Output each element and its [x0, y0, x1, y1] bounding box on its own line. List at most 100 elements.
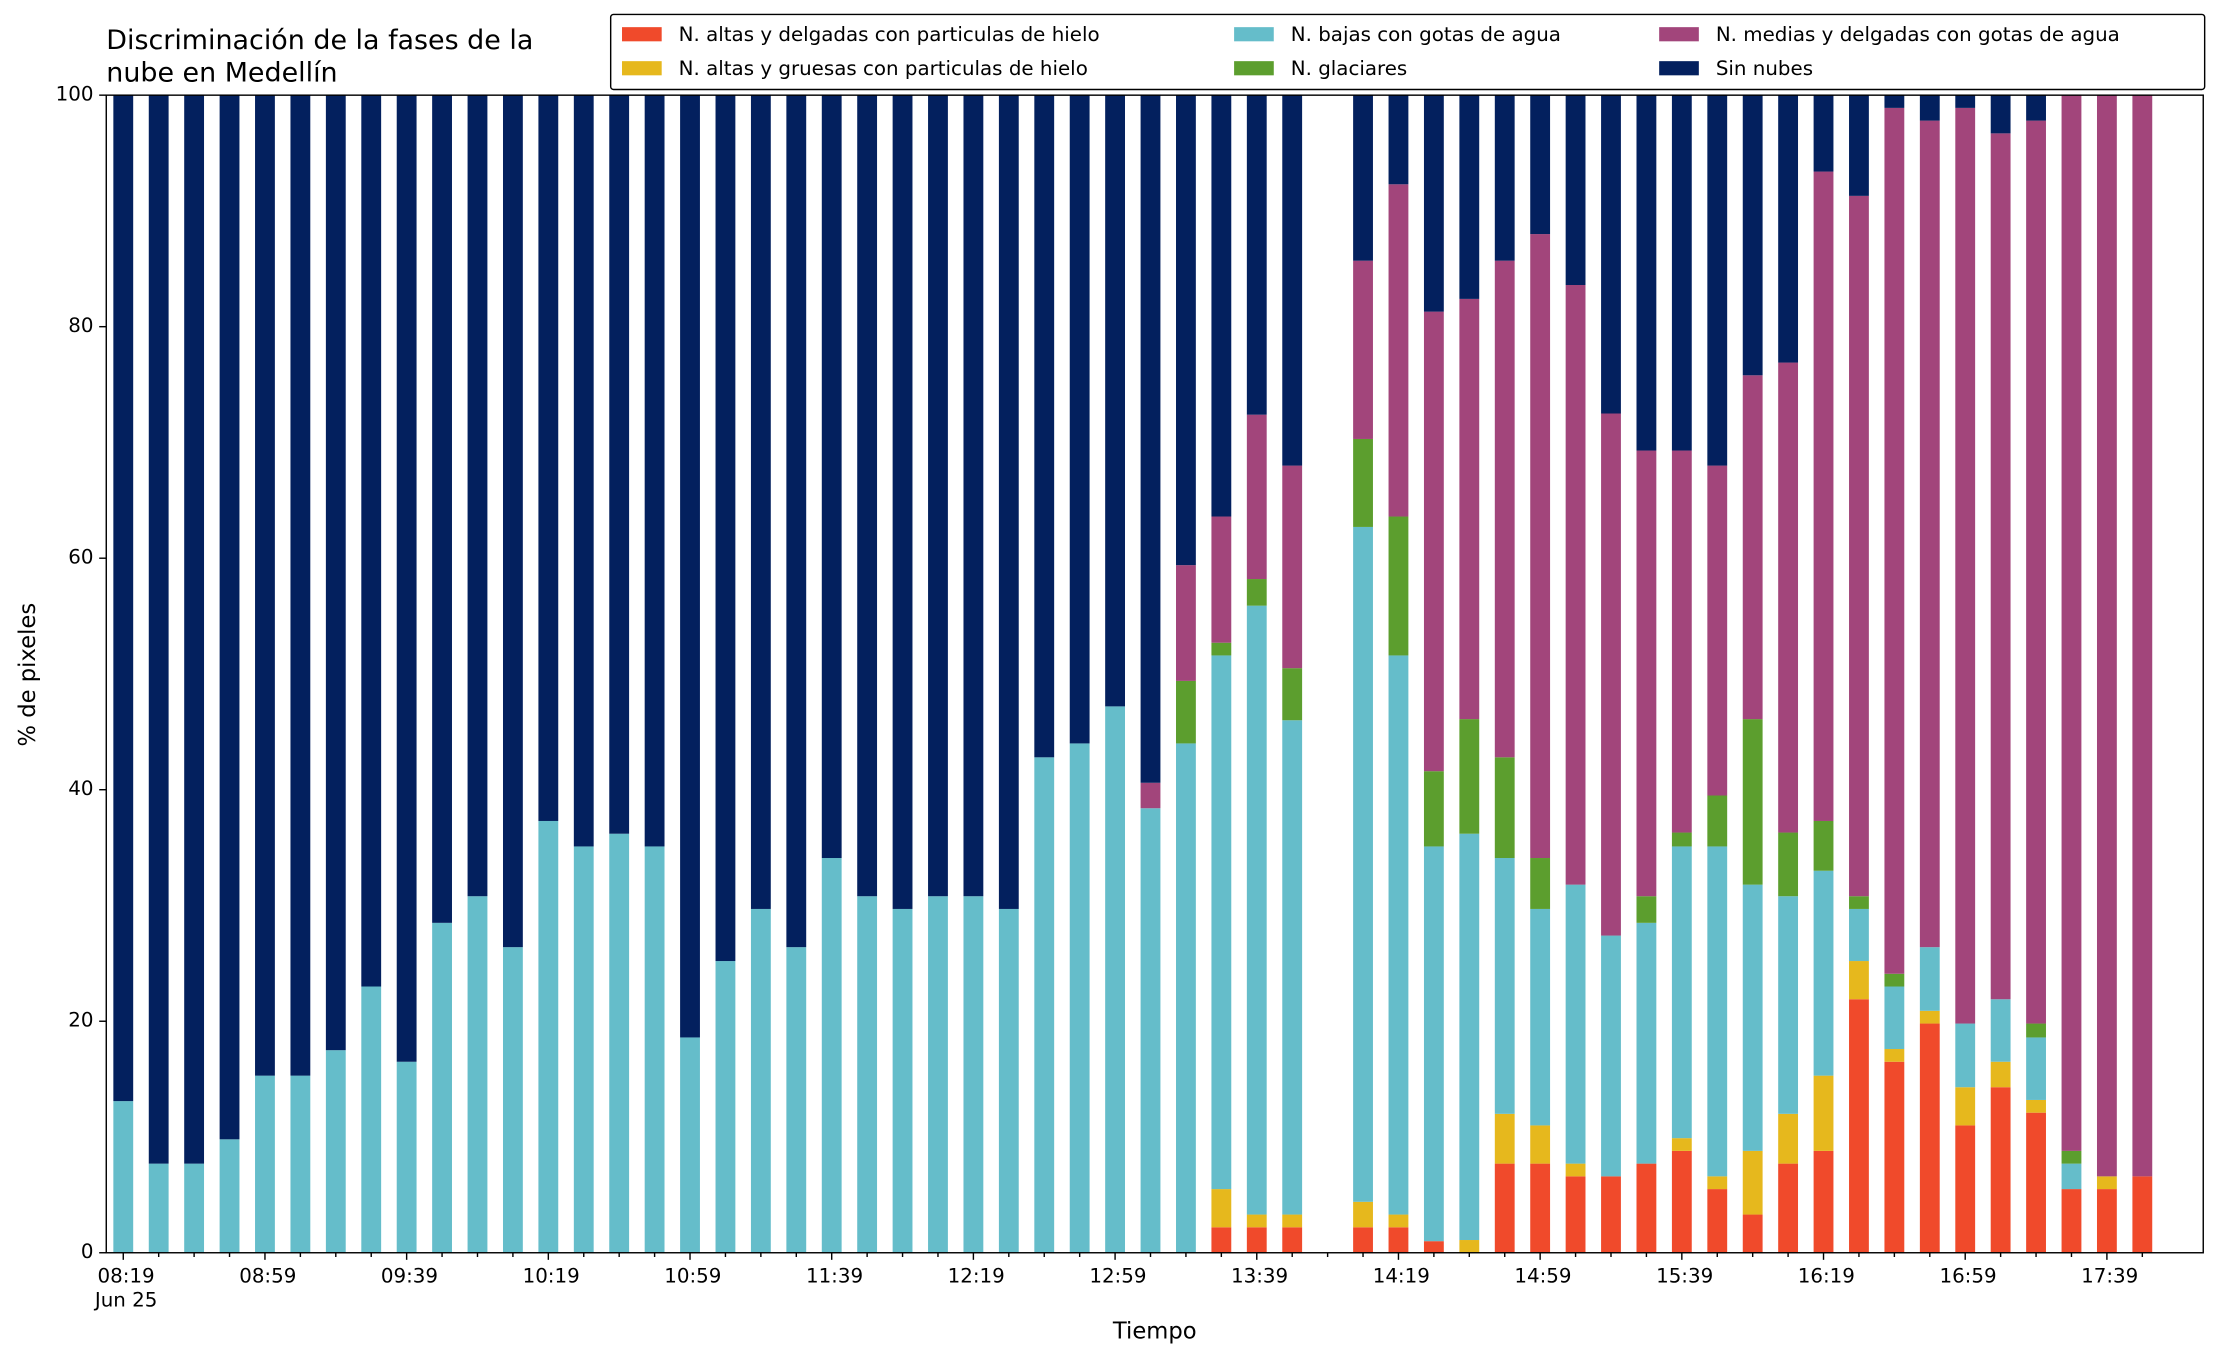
bar-segment [1530, 234, 1551, 859]
legend-swatch [622, 61, 662, 76]
bar-segment [1211, 516, 1232, 643]
bar-segment [1565, 884, 1586, 1164]
bar-segment [1211, 642, 1232, 656]
bar-segment [2061, 1150, 2082, 1164]
bar-segment [1955, 1125, 1976, 1253]
bar-segment [290, 1075, 311, 1253]
bar-segment [1813, 1075, 1834, 1151]
bar-segment [538, 820, 559, 1253]
legend-swatch [1659, 27, 1699, 42]
bar-segment [1353, 95, 1373, 261]
bar-segment [184, 95, 205, 1164]
bar-segment [1246, 1214, 1267, 1228]
x-tick-label: 11:39 [806, 1264, 863, 1287]
bar-segment [680, 1037, 700, 1253]
bar-segment [1246, 605, 1267, 1215]
bar-segment [1069, 743, 1090, 1253]
bar-segment [1530, 1163, 1551, 1253]
bar-segment [113, 1101, 134, 1253]
chart-title: nube en Medellín [106, 57, 337, 88]
bar-segment [1884, 107, 1905, 974]
bar-segment [1601, 935, 1621, 1177]
bar-segment [502, 95, 523, 948]
legend-label: Sin nubes [1716, 57, 1813, 80]
bar-segment [1423, 1241, 1444, 1253]
x-axis-label: Tiempo [1112, 1319, 1197, 1345]
bar-segment [1813, 171, 1834, 821]
x-tick-label: 14:19 [1373, 1264, 1430, 1287]
bar-segment [1565, 1163, 1586, 1177]
bar-segment [1282, 668, 1303, 721]
bar-segment [715, 95, 736, 962]
bar-segment [821, 95, 842, 859]
bar-segment [750, 95, 771, 909]
bar-segment [1530, 95, 1551, 235]
bar-segment [1601, 95, 1621, 414]
bar-segment [2026, 120, 2046, 1024]
bar-segment [1459, 833, 1480, 1241]
bar-segment [1778, 95, 1799, 363]
bar-segment [1601, 1176, 1621, 1253]
bar-segment [1707, 1189, 1728, 1253]
bar-segment [715, 961, 736, 1253]
bar-segment [1176, 95, 1196, 566]
bar-segment [148, 95, 169, 1164]
bar-segment [1849, 961, 1869, 1000]
bar-segment [1955, 107, 1976, 1024]
legend-label: N. bajas con gotas de agua [1291, 23, 1561, 46]
bar-segment [2026, 95, 2046, 121]
bar-segment [1494, 858, 1515, 1114]
bar-segment [1742, 884, 1763, 1151]
bar-segment [1884, 1061, 1905, 1253]
bar-segment [1176, 743, 1196, 1253]
bar-segment [1494, 260, 1515, 758]
bar-segment [2132, 95, 2153, 1177]
bar-segment [1884, 95, 1905, 108]
bar-segment [1636, 450, 1657, 897]
bar-segment [1211, 95, 1232, 517]
y-tick-label: 20 [68, 1009, 93, 1032]
bar-segment [361, 95, 382, 987]
bar-segment [1742, 1214, 1763, 1253]
bar-segment [1636, 95, 1657, 451]
bar-segment [148, 1163, 169, 1253]
bar-segment [1990, 1061, 2011, 1088]
bar-segment [1778, 1113, 1799, 1164]
bar-segment [1990, 133, 2011, 1000]
bar-segment [1069, 95, 1090, 744]
bar-segment [1565, 1176, 1586, 1253]
bar-segment [113, 95, 134, 1102]
bar-segment [1990, 999, 2011, 1062]
bar-segment [396, 1061, 417, 1253]
bar-segment [1849, 896, 1869, 909]
bar-segment [573, 95, 594, 847]
bar-segment [2026, 1099, 2046, 1113]
x-tick-label: 09:39 [381, 1264, 438, 1287]
bar-segment [1778, 362, 1799, 833]
bar-segment [290, 95, 311, 1076]
x-tick-label: 16:59 [1939, 1264, 1996, 1287]
bar-segment [1530, 1125, 1551, 1164]
bar-segment [1282, 465, 1303, 669]
bar-segment [1671, 846, 1692, 1139]
bar-segment [1671, 1138, 1692, 1151]
bar-segment [1955, 1087, 1976, 1126]
bar-segment [1423, 311, 1444, 772]
bar-segment [325, 1050, 346, 1253]
legend-swatch [1234, 61, 1274, 76]
bar-segment [1423, 846, 1444, 1242]
bar-segment [1211, 1189, 1232, 1228]
bar-segment [1494, 1163, 1515, 1253]
bar-segment [786, 947, 807, 1253]
plot-frame [105, 94, 2204, 1254]
bar-segment [1353, 1201, 1373, 1228]
bar-segment [1459, 1240, 1480, 1253]
bar-segment [1671, 832, 1692, 847]
bar-segment [538, 95, 559, 821]
bar-segment [928, 95, 948, 897]
bar-segment [219, 95, 240, 1140]
bar-segment [184, 1163, 205, 1253]
bar-segment [998, 908, 1019, 1253]
bar-segment [1813, 870, 1834, 1076]
bar-segment [1140, 782, 1161, 809]
